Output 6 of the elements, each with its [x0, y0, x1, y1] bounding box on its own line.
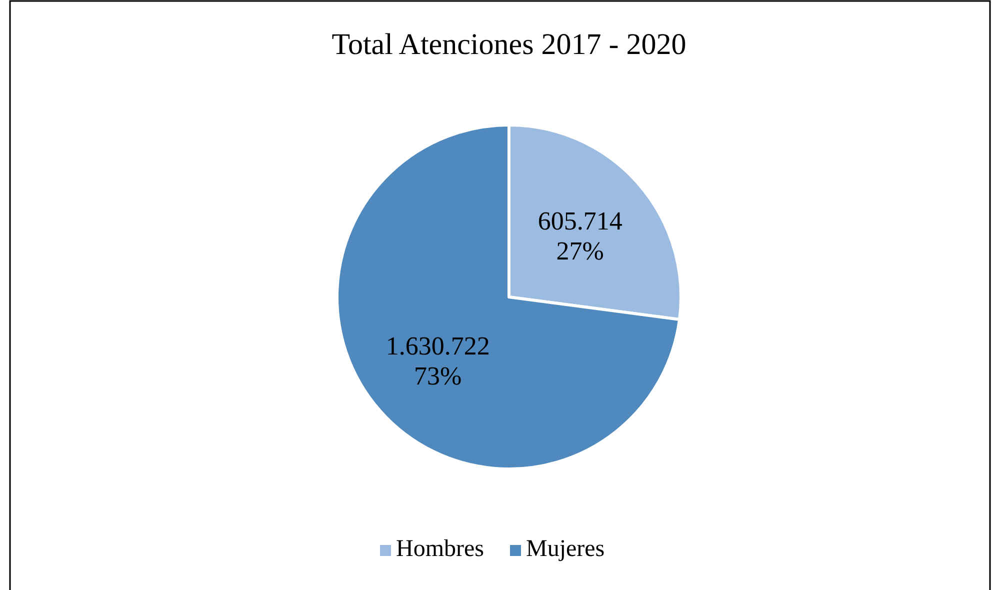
pie-slice	[336, 124, 682, 470]
legend-label: Hombres	[396, 536, 484, 562]
data-label: 605.714 27%	[538, 206, 622, 266]
legend-label: Mujeres	[526, 536, 605, 562]
data-label: 1.630.722 73%	[386, 331, 490, 390]
chart-title: Total Atenciones 2017 - 2020	[332, 28, 686, 61]
